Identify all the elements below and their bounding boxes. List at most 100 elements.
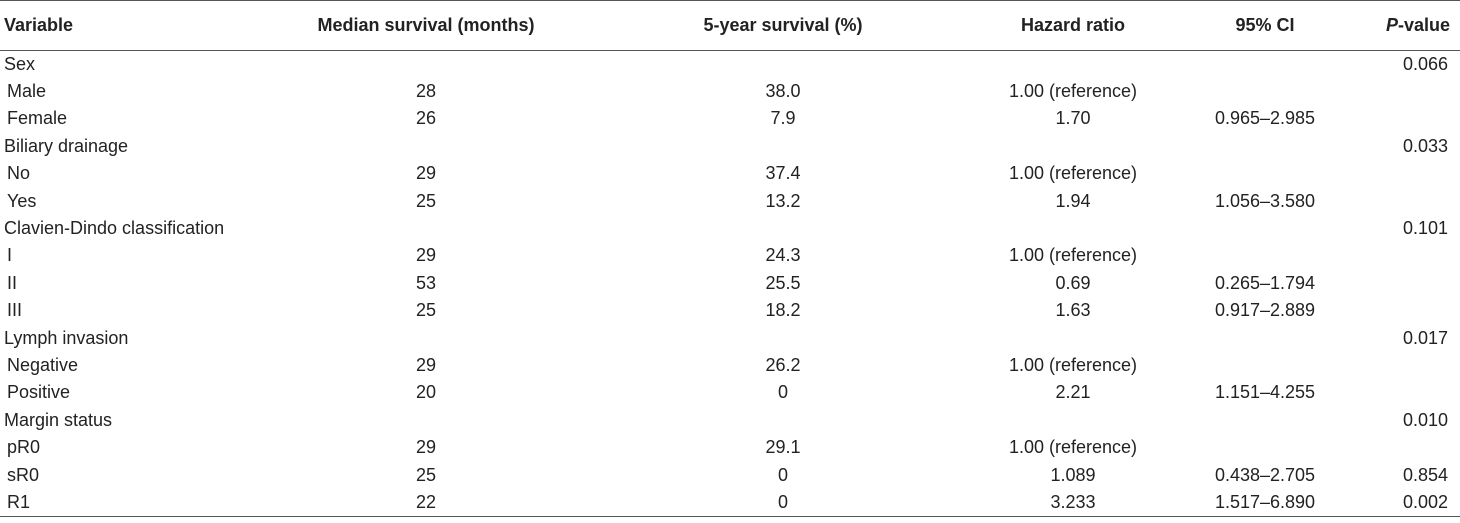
table-row: sR0 25 0 1.089 0.438–2.705 0.854: [0, 461, 1460, 488]
cell-hazard-ratio: [964, 133, 1182, 160]
cell-variable: Sex: [4, 53, 36, 74]
cell-variable: No: [7, 163, 31, 184]
header-five-year-survival: 5-year survival (%): [602, 0, 964, 51]
table-row: Positive 20 0 2.21 1.151–4.255: [0, 379, 1460, 406]
cell-five-year-survival: 38.0: [765, 81, 801, 102]
cell-median-survival: 28: [415, 81, 437, 102]
table-row: Clavien-Dindo classification 0.101: [0, 215, 1460, 242]
cell-five-year-survival: 24.3: [765, 245, 801, 266]
cell-five-year-survival: 37.4: [765, 163, 801, 184]
cell-ci: 0.265–1.794: [1214, 272, 1316, 293]
cell-five-year-survival: [602, 51, 964, 78]
table-row: Margin status 0.010: [0, 407, 1460, 434]
cell-p-value: 0.017: [1402, 327, 1448, 348]
table-row: No 29 37.4 1.00 (reference): [0, 160, 1460, 187]
cell-variable: Yes: [7, 190, 37, 211]
cell-five-year-survival: 0: [777, 464, 788, 485]
header-ci: 95% CI: [1182, 0, 1348, 51]
cell-ci: [1182, 215, 1348, 242]
table-row: R1 22 0 3.233 1.517–6.890 0.002: [0, 488, 1460, 517]
header-variable: Variable: [0, 0, 250, 51]
cell-hazard-ratio: 1.94: [1055, 190, 1091, 211]
table-body: Sex 0.066 Male 28 38.0 1.00 (reference) Female…: [0, 51, 1460, 517]
cell-p-value: [1348, 160, 1460, 187]
cell-median-survival: [250, 324, 602, 351]
cell-variable: pR0: [7, 437, 41, 458]
cell-p-value: 0.002: [1348, 488, 1460, 517]
table-row: II 53 25.5 0.69 0.265–1.794: [0, 270, 1460, 297]
cell-hazard-ratio: 1.63: [1055, 300, 1091, 321]
table-row: Biliary drainage 0.033: [0, 133, 1460, 160]
cell-median-survival: [250, 133, 602, 160]
cell-p-value: [1348, 434, 1460, 461]
cell-five-year-survival: 0: [777, 382, 788, 403]
cell-median-survival: 53: [415, 272, 437, 293]
header-hazard-ratio: Hazard ratio: [964, 0, 1182, 51]
cell-p-value: [1348, 352, 1460, 379]
cell-variable: sR0: [7, 464, 40, 485]
cell-hazard-ratio: 1.089: [1050, 464, 1096, 485]
table-row: Negative 29 26.2 1.00 (reference): [0, 352, 1460, 379]
cell-ci: [1182, 407, 1348, 434]
cell-variable: Female: [7, 108, 68, 129]
cell-p-value: 0.854: [1402, 464, 1448, 485]
cell-five-year-survival: 13.2: [765, 190, 801, 211]
cell-variable: III: [7, 300, 23, 321]
cell-p-value: [1348, 78, 1460, 105]
cell-ci: 0.917–2.889: [1214, 300, 1316, 321]
table-row: Yes 25 13.2 1.94 1.056–3.580: [0, 187, 1460, 214]
cell-p-value: 0.066: [1402, 53, 1448, 74]
cell-p-value: 0.033: [1402, 135, 1448, 156]
cell-hazard-ratio: 1.70: [1055, 108, 1091, 129]
cell-ci: 0.965–2.985: [1214, 108, 1316, 129]
cell-variable: Male: [7, 81, 47, 102]
cell-hazard-ratio: [964, 324, 1182, 351]
cell-variable: II: [7, 272, 18, 293]
cell-ci: [1182, 352, 1348, 379]
cell-median-survival: [250, 215, 602, 242]
table-row: III 25 18.2 1.63 0.917–2.889: [0, 297, 1460, 324]
cell-ci: 1.151–4.255: [1214, 382, 1316, 403]
header-p-suffix: -value: [1397, 15, 1450, 35]
cell-variable: Clavien-Dindo classification: [4, 218, 225, 239]
cell-hazard-ratio: 1.00 (reference): [1008, 81, 1138, 102]
cell-hazard-ratio: 0.69: [1055, 272, 1091, 293]
cell-median-survival: 25: [415, 190, 437, 211]
cell-five-year-survival: [602, 133, 964, 160]
cell-median-survival: [250, 51, 602, 78]
cell-p-value: [1348, 187, 1460, 214]
cell-median-survival: 25: [415, 464, 437, 485]
cell-five-year-survival: [602, 407, 964, 434]
cell-five-year-survival: 26.2: [765, 354, 801, 375]
header-median-survival: Median survival (months): [250, 0, 602, 51]
table-row: Lymph invasion 0.017: [0, 324, 1460, 351]
cell-ci: 0.438–2.705: [1214, 464, 1316, 485]
cell-ci: [1182, 133, 1348, 160]
cell-median-survival: 29: [415, 437, 437, 458]
cell-hazard-ratio: [964, 407, 1182, 434]
cell-p-value: [1348, 379, 1460, 406]
cell-variable: Margin status: [4, 409, 113, 430]
cell-ci: 1.517–6.890: [1182, 488, 1348, 517]
cell-variable: Biliary drainage: [4, 135, 129, 156]
cell-five-year-survival: 29.1: [765, 437, 801, 458]
cell-median-survival: 29: [415, 163, 437, 184]
cell-five-year-survival: 18.2: [765, 300, 801, 321]
cell-variable: I: [7, 245, 13, 266]
cell-five-year-survival: [602, 324, 964, 351]
cell-ci: [1182, 324, 1348, 351]
cell-p-value: 0.010: [1402, 409, 1448, 430]
cell-ci: 1.056–3.580: [1214, 190, 1316, 211]
cell-ci: [1182, 78, 1348, 105]
cell-median-survival: 25: [415, 300, 437, 321]
cell-ci: [1182, 434, 1348, 461]
table-row: Sex 0.066: [0, 51, 1460, 78]
cell-p-value: [1348, 297, 1460, 324]
table-row: I 29 24.3 1.00 (reference): [0, 242, 1460, 269]
cell-p-value: [1348, 270, 1460, 297]
cell-hazard-ratio: 3.233: [964, 488, 1182, 517]
cell-ci: [1182, 51, 1348, 78]
cell-median-survival: 22: [250, 488, 602, 517]
cell-variable: R1: [0, 488, 250, 517]
